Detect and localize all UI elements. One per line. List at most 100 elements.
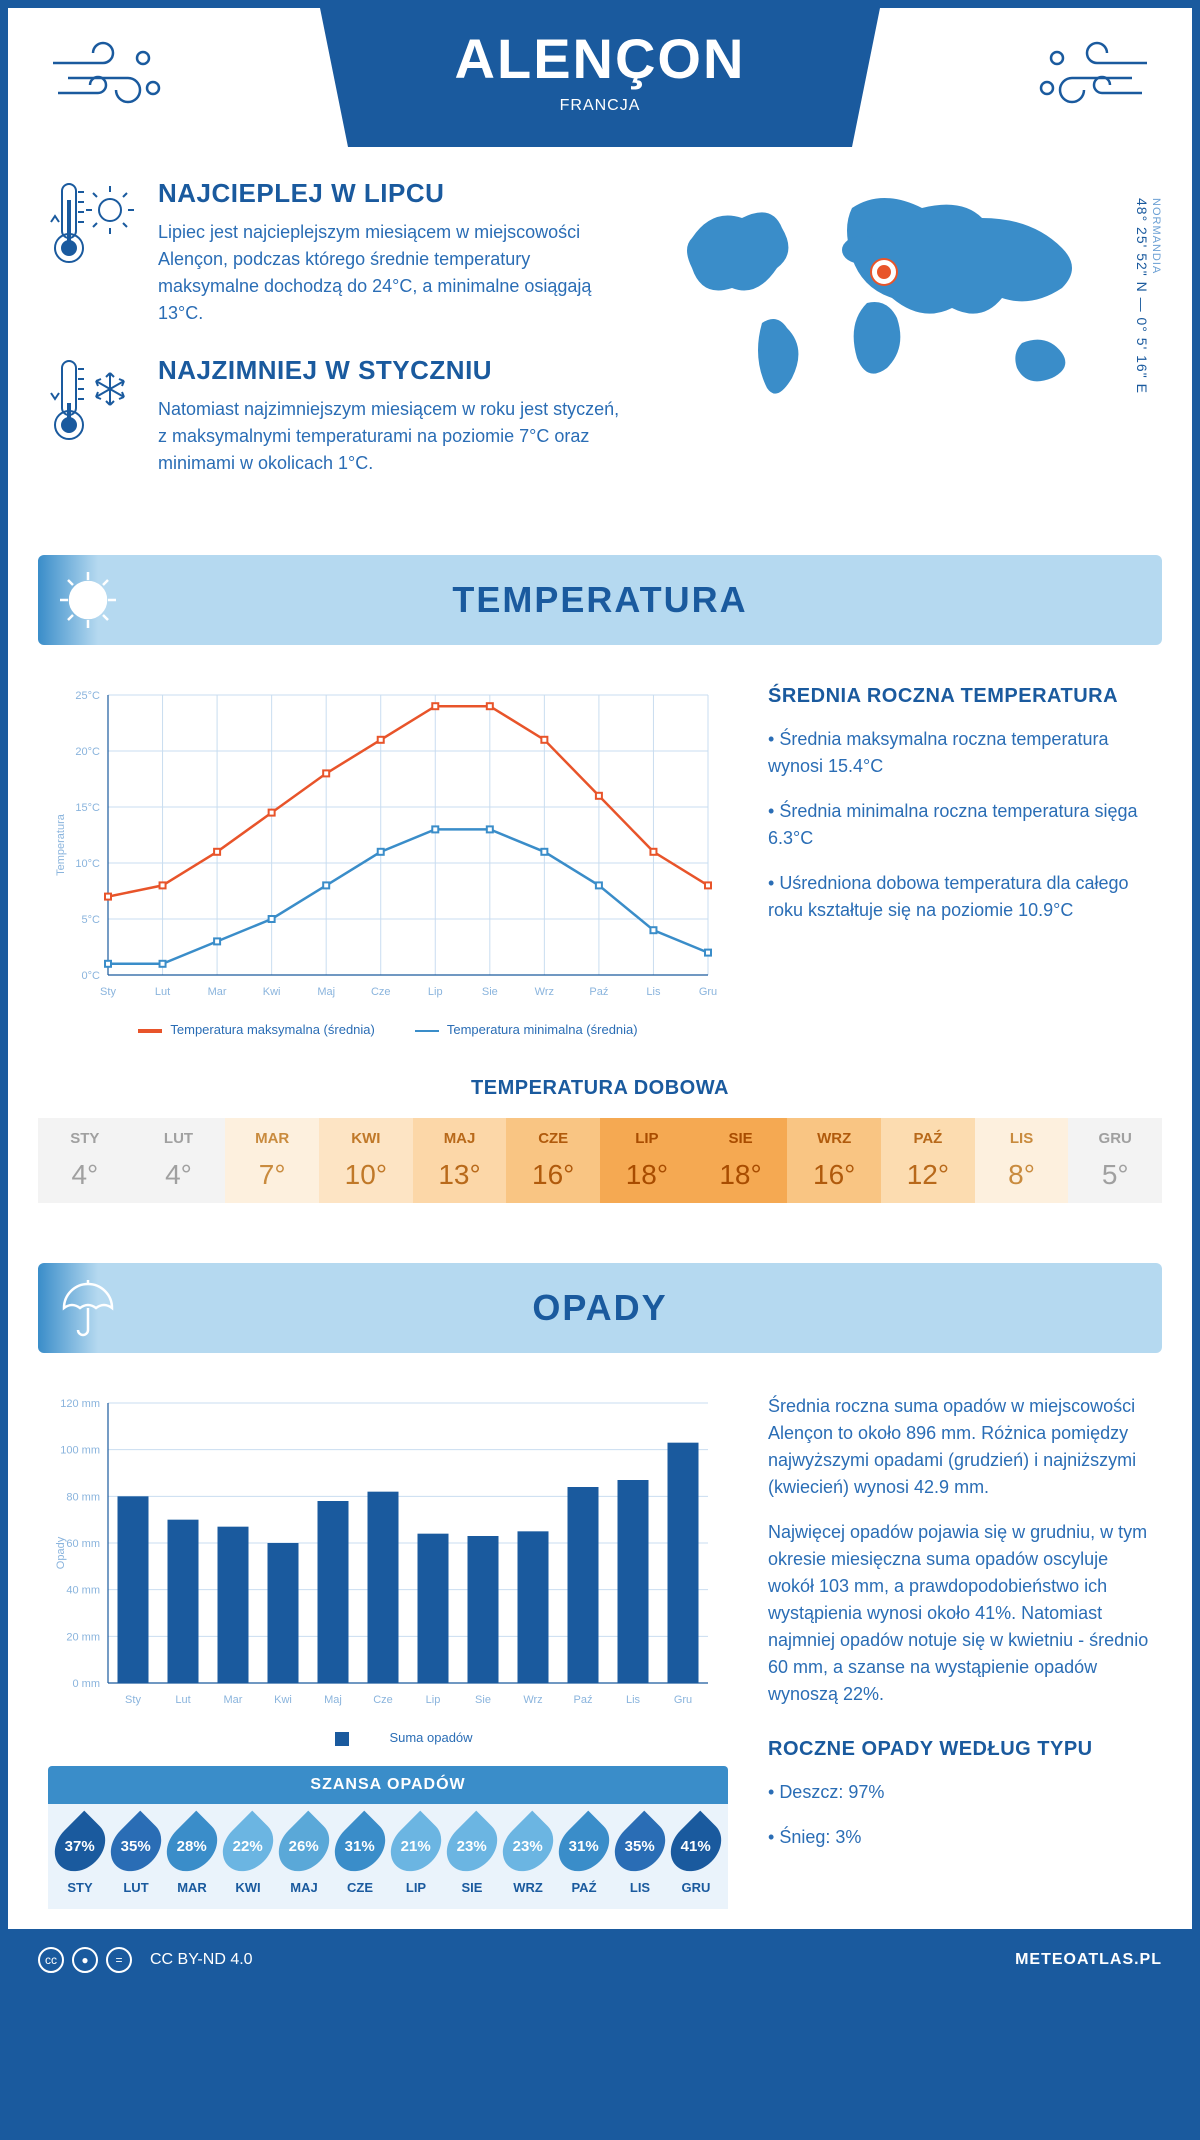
svg-text:Maj: Maj [324, 1694, 342, 1706]
svg-text:Temperatura: Temperatura [55, 813, 67, 876]
svg-text:Mar: Mar [208, 986, 227, 998]
svg-text:Cze: Cze [371, 986, 391, 998]
svg-text:Lip: Lip [426, 1694, 441, 1706]
svg-text:Cze: Cze [373, 1694, 393, 1706]
rain-chance-panel: SZANSA OPADÓW 37%STY35%LUT28%MAR22%KWI26… [48, 1766, 728, 1909]
opady-info: Średnia roczna suma opadów w miejscowośc… [768, 1393, 1152, 1909]
intro-section: NAJCIEPLEJ W LIPCU Lipiec jest najcieple… [8, 148, 1192, 535]
temperature-body: 0°C5°C10°C15°C20°C25°CStyLutMarKwiMajCze… [8, 665, 1192, 1057]
daily-temp-title: TEMPERATURA DOBOWA [38, 1077, 1162, 1100]
precipitation-bar-chart: 0 mm20 mm40 mm60 mm80 mm100 mm120 mmStyL… [48, 1393, 728, 1713]
opady-title: OPADY [532, 1287, 667, 1328]
umbrella-icon [56, 1276, 120, 1340]
temp-bullet-2: • Uśredniona dobowa temperatura dla całe… [768, 870, 1152, 924]
temperature-section-header: TEMPERATURA [38, 555, 1162, 645]
opady-p2: Najwięcej opadów pojawia się w grudniu, … [768, 1519, 1152, 1708]
temp-legend: Temperatura maksymalna (średnia) Tempera… [48, 1022, 728, 1037]
license-text: CC BY-ND 4.0 [150, 1951, 253, 1969]
site-name: METEOATLAS.PL [1015, 1951, 1162, 1969]
coords-value: 48° 25' 52" N — 0° 5' 16" E [1134, 198, 1150, 394]
temp-info: ŚREDNIA ROCZNA TEMPERATURA • Średnia mak… [768, 685, 1152, 1037]
rain-drop: 41%GRU [670, 1818, 722, 1895]
svg-text:Wrz: Wrz [523, 1694, 542, 1706]
temp-info-title: ŚREDNIA ROCZNA TEMPERATURA [768, 685, 1152, 708]
footer: cc ● = CC BY-ND 4.0 METEOATLAS.PL [8, 1929, 1192, 1991]
svg-text:15°C: 15°C [75, 802, 100, 814]
svg-text:100 mm: 100 mm [60, 1445, 100, 1457]
coordinates: NORMANDIA 48° 25' 52" N — 0° 5' 16" E [1134, 198, 1162, 394]
opady-p1: Średnia roczna suma opadów w miejscowośc… [768, 1393, 1152, 1501]
temperature-line-chart: 0°C5°C10°C15°C20°C25°CStyLutMarKwiMajCze… [48, 685, 728, 1005]
world-map [652, 178, 1112, 418]
opady-type-1: • Śnieg: 3% [768, 1824, 1152, 1851]
svg-text:Lis: Lis [646, 986, 661, 998]
thermometer-hot-icon [48, 178, 138, 327]
rain-drop: 21%LIP [390, 1818, 442, 1895]
wind-icon [1032, 38, 1152, 123]
svg-text:60 mm: 60 mm [66, 1538, 100, 1550]
wind-icon [48, 38, 168, 123]
svg-text:25°C: 25°C [75, 690, 100, 702]
opady-chart-col: 0 mm20 mm40 mm60 mm80 mm100 mm120 mmStyL… [48, 1393, 728, 1909]
svg-text:Mar: Mar [224, 1694, 243, 1706]
svg-text:Opady: Opady [55, 1536, 67, 1569]
svg-text:Wrz: Wrz [535, 986, 554, 998]
nd-icon: = [106, 1947, 132, 1973]
cold-title: NAJZIMNIEJ W STYCZNIU [158, 355, 622, 386]
svg-text:Paź: Paź [589, 986, 608, 998]
daily-temp-section: TEMPERATURA DOBOWA STY4°LUT4°MAR7°KWI10°… [8, 1057, 1192, 1243]
heat-cell: KWI10° [319, 1118, 413, 1203]
svg-text:Lut: Lut [175, 1694, 190, 1706]
opady-type-title: ROCZNE OPADY WEDŁUG TYPU [768, 1738, 1152, 1761]
svg-text:40 mm: 40 mm [66, 1585, 100, 1597]
heat-cell: LUT4° [132, 1118, 226, 1203]
svg-text:Kwi: Kwi [274, 1694, 292, 1706]
rain-drop: 23%WRZ [502, 1818, 554, 1895]
hot-desc: Lipiec jest najcieplejszym miesiącem w m… [158, 219, 622, 327]
rain-drop: 28%MAR [166, 1818, 218, 1895]
rain-chance-drops: 37%STY35%LUT28%MAR22%KWI26%MAJ31%CZE21%L… [48, 1804, 728, 1909]
infographic-page: ALENÇON FRANCJA [0, 0, 1200, 1999]
heat-cell: PAŹ12° [881, 1118, 975, 1203]
heat-cell: STY4° [38, 1118, 132, 1203]
svg-text:5°C: 5°C [82, 914, 101, 926]
heat-cell: MAR7° [225, 1118, 319, 1203]
heat-cell: WRZ16° [787, 1118, 881, 1203]
temp-chart-col: 0°C5°C10°C15°C20°C25°CStyLutMarKwiMajCze… [48, 685, 728, 1037]
rain-drop: 26%MAJ [278, 1818, 330, 1895]
cc-icon: cc [38, 1947, 64, 1973]
rain-drop: 37%STY [54, 1818, 106, 1895]
svg-text:Maj: Maj [317, 986, 335, 998]
svg-text:Sie: Sie [482, 986, 498, 998]
rain-drop: 22%KWI [222, 1818, 274, 1895]
heat-cell: LIS8° [975, 1118, 1069, 1203]
svg-text:80 mm: 80 mm [66, 1491, 100, 1503]
heat-cell: SIE18° [694, 1118, 788, 1203]
svg-text:Kwi: Kwi [263, 986, 281, 998]
country-subtitle: FRANCJA [320, 97, 880, 115]
precipitation-section-header: OPADY [38, 1263, 1162, 1353]
svg-text:0 mm: 0 mm [73, 1678, 101, 1690]
svg-text:Lip: Lip [428, 986, 443, 998]
hot-block: NAJCIEPLEJ W LIPCU Lipiec jest najcieple… [48, 178, 622, 327]
sun-icon [56, 568, 120, 632]
by-icon: ● [72, 1947, 98, 1973]
svg-text:10°C: 10°C [75, 858, 100, 870]
rain-drop: 35%LIS [614, 1818, 666, 1895]
precipitation-body: 0 mm20 mm40 mm60 mm80 mm100 mm120 mmStyL… [8, 1373, 1192, 1929]
opady-legend: Suma opadów [48, 1730, 728, 1746]
hot-title: NAJCIEPLEJ W LIPCU [158, 178, 622, 209]
legend-max: Temperatura maksymalna (średnia) [138, 1022, 374, 1037]
intro-text-col: NAJCIEPLEJ W LIPCU Lipiec jest najcieple… [48, 178, 622, 505]
temp-bullet-1: • Średnia minimalna roczna temperatura s… [768, 798, 1152, 852]
daily-temp-heatmap: STY4°LUT4°MAR7°KWI10°MAJ13°CZE16°LIP18°S… [38, 1118, 1162, 1203]
opady-type-0: • Deszcz: 97% [768, 1779, 1152, 1806]
license-block: cc ● = CC BY-ND 4.0 [38, 1947, 253, 1973]
rain-drop: 31%PAŹ [558, 1818, 610, 1895]
heat-cell: GRU5° [1068, 1118, 1162, 1203]
svg-text:0°C: 0°C [82, 970, 101, 982]
svg-text:Lut: Lut [155, 986, 170, 998]
temp-bullet-0: • Średnia maksymalna roczna temperatura … [768, 726, 1152, 780]
cold-desc: Natomiast najzimniejszym miesiącem w rok… [158, 396, 622, 477]
heat-cell: LIP18° [600, 1118, 694, 1203]
